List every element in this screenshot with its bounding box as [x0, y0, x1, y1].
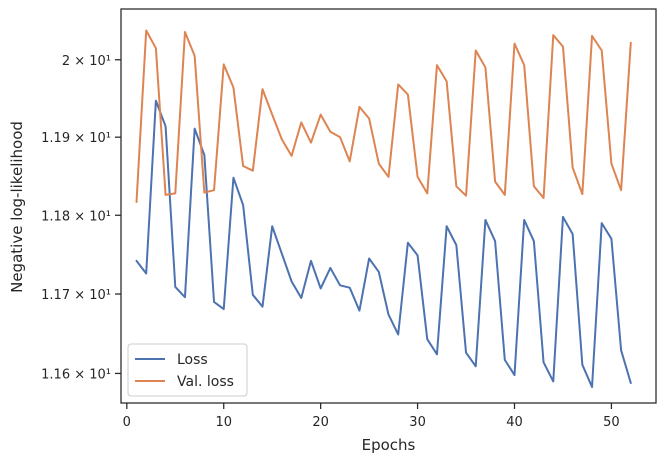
- x-axis-label: Epochs: [362, 436, 416, 454]
- legend-label-loss: Loss: [177, 352, 208, 368]
- legend-label-val-loss: Val. loss: [177, 374, 234, 390]
- legend-box: [127, 343, 248, 397]
- x-axis-ticks: 0 10 20 30 40 50: [123, 403, 620, 430]
- x-tick-label: 0: [123, 415, 131, 430]
- x-tick-label: 50: [603, 415, 620, 430]
- x-tick-label: 40: [506, 415, 523, 430]
- y-tick-label: 1.17 × 10¹: [41, 288, 111, 303]
- legend: Loss Val. loss: [127, 343, 248, 397]
- series-line-val-loss: [135, 29, 632, 203]
- x-tick-label: 10: [215, 415, 232, 430]
- y-tick-label: 1.19 × 10¹: [41, 131, 111, 146]
- y-axis-label: Negative log-likelihood: [8, 121, 26, 293]
- y-tick-label: 1.16 × 10¹: [41, 367, 111, 382]
- plot-frame: [120, 8, 657, 404]
- y-axis-ticks: 1.16 × 10¹ 1.17 × 10¹ 1.18 × 10¹ 1.19 × 10¹…: [41, 54, 121, 382]
- x-tick-label: 30: [409, 415, 426, 430]
- series-layer: [135, 29, 632, 389]
- series-line-loss: [135, 99, 632, 389]
- y-tick-label: 2 × 10¹: [62, 54, 111, 69]
- y-tick-label: 1.18 × 10¹: [41, 209, 111, 224]
- x-tick-label: 20: [312, 415, 329, 430]
